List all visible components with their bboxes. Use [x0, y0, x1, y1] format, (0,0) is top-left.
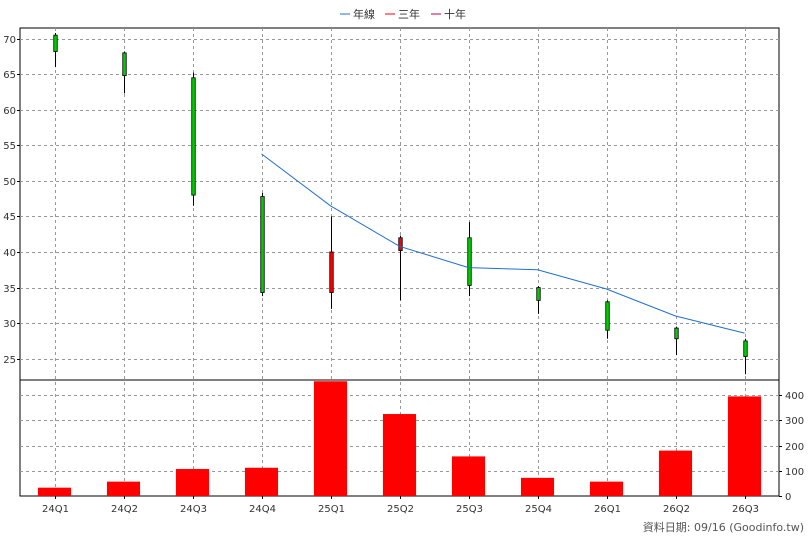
x-tick-label: 25Q2: [387, 504, 414, 515]
ma-line-年線: [261, 153, 745, 334]
volume-bar: [106, 481, 141, 496]
volume-tick-label: 0: [785, 492, 791, 503]
volume-bar: [658, 450, 693, 496]
volume-bar: [451, 456, 486, 496]
candle-body: [398, 237, 403, 251]
volume-bar: [727, 396, 762, 496]
price-axis: 25 30 35 40 45 50 55 60 65 70: [3, 35, 20, 366]
x-tick-label: 24Q3: [180, 504, 207, 515]
candle-body: [467, 237, 472, 286]
x-tick-label: 25Q1: [318, 504, 345, 515]
price-tick-label: 45: [3, 212, 16, 223]
x-tick-label: 25Q4: [525, 504, 552, 515]
x-tick-label: 26Q2: [663, 504, 690, 515]
volume-bar: [313, 381, 348, 496]
x-tick-label: 25Q3: [456, 504, 483, 515]
grid-lines: [20, 28, 779, 496]
volume-bar: [175, 469, 210, 496]
x-tick-label: 24Q1: [42, 504, 69, 515]
x-tick-label: 24Q2: [111, 504, 138, 515]
price-tick-label: 60: [3, 106, 16, 117]
footer-source: 資料日期: 09/16 (Goodinfo.tw): [643, 520, 804, 534]
volume-tick-label: 100: [785, 467, 804, 478]
candlesticks: [53, 32, 748, 375]
candle-body: [605, 301, 610, 331]
price-tick-label: 40: [3, 248, 16, 259]
price-tick-label: 55: [3, 141, 16, 152]
price-tick-label: 70: [3, 35, 16, 46]
volume-bars: [37, 381, 762, 496]
legend-label: 十年: [444, 7, 466, 21]
volume-bar: [520, 477, 555, 496]
candle-body: [674, 327, 679, 340]
x-axis-labels: 24Q1 24Q2 24Q3 24Q4 25Q1 25Q2 25Q3 25Q4 26Q1 26Q2…: [42, 496, 759, 515]
volume-tick-label: 200: [785, 442, 804, 453]
x-tick-label: 24Q4: [249, 504, 276, 515]
price-panel-frame: [19, 27, 780, 381]
volume-bar: [37, 487, 72, 496]
candle-body: [53, 34, 58, 52]
volume-bar: [382, 414, 417, 496]
candle-body: [536, 287, 541, 301]
candle-body: [191, 77, 196, 196]
legend-label: 三年: [398, 7, 420, 21]
volume-bar: [589, 481, 624, 496]
volume-bar: [244, 467, 279, 496]
candle-body: [260, 196, 265, 293]
volume-tick-label: 300: [785, 416, 804, 427]
candle-body: [743, 340, 748, 357]
moving-average-lines: [261, 153, 745, 334]
volume-axis: 0 100 200 300 400: [779, 391, 804, 503]
price-tick-label: 65: [3, 70, 16, 81]
x-tick-label: 26Q1: [594, 504, 621, 515]
x-tick-label: 26Q3: [732, 504, 759, 515]
candle-body: [122, 52, 127, 77]
price-tick-label: 35: [3, 284, 16, 295]
legend-label: 年線: [353, 7, 375, 21]
candle-body: [329, 251, 334, 293]
price-tick-label: 50: [3, 177, 16, 188]
price-tick-label: 30: [3, 319, 16, 330]
volume-tick-label: 400: [785, 391, 804, 402]
price-tick-label: 25: [3, 355, 16, 366]
legend: 年線 三年 十年: [340, 7, 466, 21]
